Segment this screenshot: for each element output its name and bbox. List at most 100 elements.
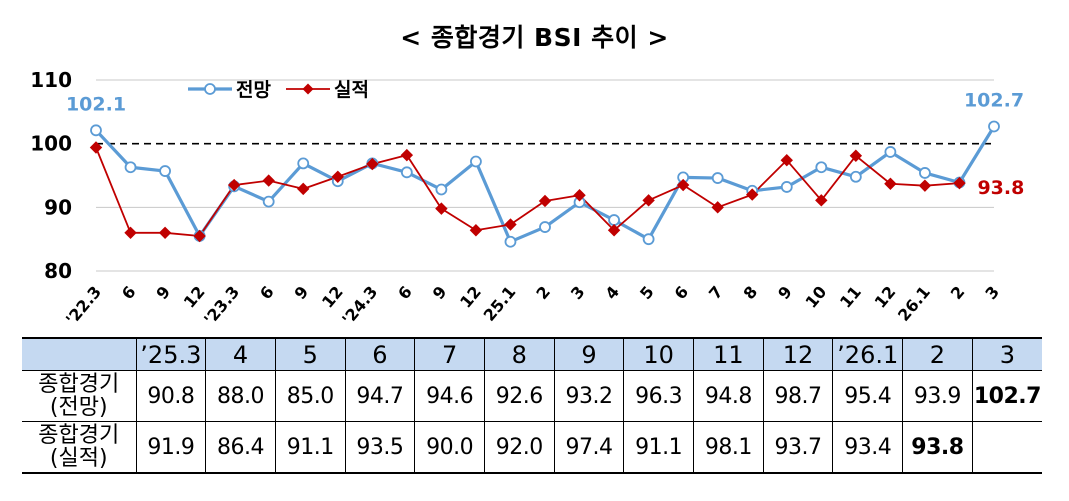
point-실적 — [538, 194, 552, 208]
table-cell: 92.0 — [483, 421, 555, 474]
table-cell: 93.2 — [553, 370, 625, 422]
legend-label-outlook: 전망 — [236, 79, 271, 101]
x-tick-label: 3 — [567, 282, 589, 303]
point-실적 — [89, 141, 103, 154]
x-tick-label: '22.3 — [62, 282, 105, 328]
point-실적 — [711, 201, 724, 214]
point-실적 — [227, 178, 241, 192]
point-실적 — [262, 174, 275, 187]
table-header-cell: 11 — [693, 337, 764, 371]
point-실적 — [366, 157, 379, 171]
table-header-cell: 12 — [762, 337, 834, 371]
table-cell: 93.8 — [902, 421, 973, 474]
point-실적 — [193, 229, 206, 243]
table-cell — [971, 421, 1042, 474]
x-tick-label: 6 — [671, 282, 693, 303]
point-실적 — [469, 224, 483, 237]
point-전망 — [849, 170, 862, 183]
annotation-label: 102.1 — [66, 93, 126, 115]
row-label-line2: (전망) — [49, 395, 108, 420]
table-cell: 97.4 — [553, 421, 625, 474]
point-실적 — [158, 226, 172, 240]
point-실적 — [297, 182, 310, 196]
legend-label-actual: 실적 — [334, 79, 369, 101]
table-cell: 102.7 — [971, 370, 1042, 422]
annotation-label: 93.8 — [977, 177, 1024, 199]
table-header-cell: 7 — [414, 337, 485, 371]
point-전망 — [642, 233, 655, 246]
table-cell: 93.5 — [344, 421, 416, 474]
point-전망 — [608, 214, 620, 226]
x-tick-label: 26.1 — [894, 282, 934, 324]
x-tick-label: 9 — [152, 282, 174, 303]
point-전망 — [159, 165, 171, 177]
row-label-line2: (실적) — [49, 446, 108, 471]
table-cell: 94.8 — [693, 370, 764, 422]
point-실적 — [918, 179, 932, 192]
x-tick-label: 6 — [256, 282, 278, 303]
point-전망 — [539, 221, 551, 233]
table-cell: 88.0 — [205, 370, 276, 422]
gridlines — [96, 79, 994, 272]
table-header-cell: ’25.3 — [135, 337, 207, 371]
table-row-label: 종합경기 (실적) — [22, 421, 137, 474]
y-tick-label: 110 — [30, 68, 72, 92]
table-cell: 94.6 — [414, 370, 485, 422]
x-tick-label: 11 — [836, 282, 865, 311]
x-tick-label: 12 — [456, 282, 485, 311]
point-실적 — [849, 149, 863, 162]
point-실적 — [746, 188, 759, 201]
table-cell: 90.0 — [414, 421, 485, 474]
point-실적 — [676, 178, 690, 192]
bsi-data-table: ’25.3 4 5 6 7 8 9 10 11 12’26.1 2 3 종합경기 (전망) 90.8 88.… — [22, 337, 1042, 474]
point-전망 — [262, 195, 275, 208]
table-header-cell: 10 — [623, 337, 694, 371]
point-전망 — [400, 166, 413, 179]
y-tick-label: 100 — [30, 132, 72, 156]
table-header-cell: 9 — [553, 337, 625, 371]
point-전망 — [780, 181, 793, 193]
x-tick-label: 25.1 — [480, 282, 520, 324]
point-전망 — [435, 183, 448, 196]
x-tick-label: 9 — [429, 282, 451, 303]
point-실적 — [435, 202, 448, 215]
x-tick-label: 5 — [636, 282, 658, 303]
table-cell: 98.1 — [693, 421, 764, 474]
point-전망 — [815, 161, 828, 174]
x-tick-label: 9 — [774, 282, 796, 303]
point-실적 — [780, 154, 793, 167]
table-header-cell: 8 — [483, 337, 555, 371]
table-cell: 93.7 — [762, 421, 834, 474]
point-실적 — [607, 224, 621, 237]
chart-title: < 종합경기 BSI 추이 > — [400, 23, 669, 52]
table-cell: 94.7 — [344, 370, 416, 422]
table-cell: 90.8 — [135, 370, 207, 422]
table-header-cell: 2 — [902, 337, 973, 371]
point-실적 — [573, 189, 586, 202]
table-row-actual: 종합경기 (실적) 91.9 86.4 91.1 93.5 90.0 92.0 97.4 91.1… — [22, 421, 1042, 474]
table-header-cell: 6 — [344, 337, 416, 371]
x-tick-label: 8 — [740, 282, 762, 303]
legend-marker-actual — [302, 83, 314, 95]
x-tick-label: 10 — [802, 282, 831, 311]
point-실적 — [504, 218, 517, 231]
table-cell: 85.0 — [274, 370, 346, 422]
table-header-row: ’25.3 4 5 6 7 8 9 10 11 12’26.1 2 3 — [22, 337, 1042, 371]
point-전망 — [988, 120, 1000, 133]
table-cell: 91.1 — [274, 421, 346, 474]
point-실적 — [400, 148, 414, 162]
point-전망 — [884, 146, 897, 158]
x-tick-label: '24.3 — [338, 282, 381, 328]
point-전망 — [711, 172, 724, 184]
point-전망 — [919, 167, 931, 179]
legend: 전망 실적 — [188, 79, 369, 101]
table-cell: 96.3 — [623, 370, 694, 422]
table-corner-cell — [22, 337, 137, 371]
point-실적 — [642, 194, 655, 207]
row-label-line1: 종합경기 — [38, 423, 120, 448]
row-label-line1: 종합경기 — [38, 372, 120, 397]
table-cell: 92.6 — [483, 370, 555, 422]
series-markers — [89, 120, 1000, 248]
